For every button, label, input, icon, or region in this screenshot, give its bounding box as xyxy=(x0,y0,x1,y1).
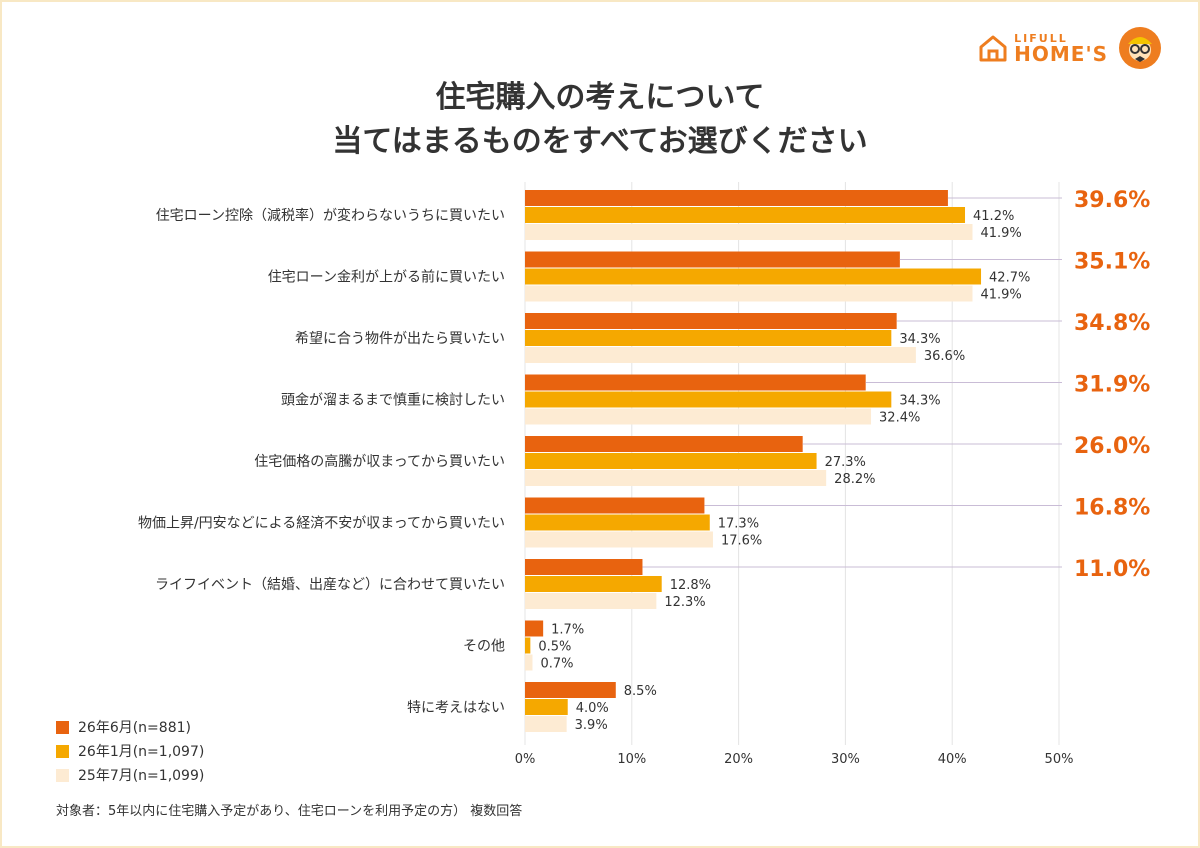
data-label: 27.3% xyxy=(825,455,866,470)
data-label: 3.9% xyxy=(575,718,608,733)
data-label: 36.6% xyxy=(924,349,965,364)
house-icon xyxy=(979,35,1007,62)
legend-label-jan26: 26年1月(n=1,097) xyxy=(78,744,205,760)
data-label: 17.3% xyxy=(718,517,759,532)
category-label: 物価上昇/円安などによる経済不安が収まってから買いたい xyxy=(138,516,505,532)
bar xyxy=(525,470,827,486)
highlight-value-label: 35.1% xyxy=(1074,250,1150,275)
legend-swatch-jul25 xyxy=(56,768,69,782)
legend-item-jun26: 26年6月(n=881) xyxy=(56,715,204,739)
logo-text-top: LIFULL xyxy=(1014,31,1068,45)
highlight-value-label: 31.9% xyxy=(1074,373,1150,398)
data-label: 1.7% xyxy=(551,623,584,638)
bar xyxy=(525,576,662,592)
chart-title-line-1: 住宅購入の考えについて xyxy=(435,80,765,115)
bar xyxy=(525,190,948,206)
x-tick-label: 50% xyxy=(1045,752,1074,767)
bar xyxy=(525,637,531,654)
bar xyxy=(525,436,803,452)
data-label: 34.3% xyxy=(899,332,940,347)
bar xyxy=(525,699,568,715)
bar xyxy=(525,224,973,240)
legend-label-jun26: 26年6月(n=881) xyxy=(78,720,191,736)
data-label: 34.3% xyxy=(899,394,940,409)
lifull-homes-logo: LIFULL HOME'S xyxy=(978,26,1162,70)
bar xyxy=(525,268,982,285)
highlight-value-label: 16.8% xyxy=(1074,496,1150,521)
category-label: 住宅価格の高騰が収まってから買いたい xyxy=(254,453,505,470)
data-label: 42.7% xyxy=(989,271,1030,286)
bar xyxy=(525,593,657,609)
category-label: 希望に合う物件が出たら買いたい xyxy=(295,331,505,347)
bar xyxy=(525,330,892,346)
data-label: 32.4% xyxy=(879,411,920,426)
highlight-value-label: 39.6% xyxy=(1074,188,1150,213)
x-tick-label: 20% xyxy=(724,752,753,767)
highlight-value-label: 34.8% xyxy=(1074,311,1150,336)
data-label: 0.7% xyxy=(540,657,573,672)
bar xyxy=(525,453,817,469)
data-label: 4.0% xyxy=(576,701,609,716)
bar xyxy=(525,531,713,548)
mascot-icon xyxy=(1119,27,1161,69)
bar xyxy=(525,620,544,637)
data-label: 41.9% xyxy=(980,288,1021,303)
legend-swatch-jun26 xyxy=(56,720,69,734)
legend-swatch-jan26 xyxy=(56,744,69,758)
bar xyxy=(525,497,705,514)
bar xyxy=(525,682,616,698)
legend-label-jul25: 25年7月(n=1,099) xyxy=(78,768,205,784)
chart-title: 住宅購入の考えについて 当てはまるものをすべてお選びください xyxy=(0,76,1200,164)
data-label: 8.5% xyxy=(624,684,657,699)
chart-title-line-2: 当てはまるものをすべてお選びください xyxy=(332,124,868,159)
highlight-value-label: 26.0% xyxy=(1074,434,1150,459)
x-tick-label: 30% xyxy=(831,752,860,767)
category-label: 住宅ローン金利が上がる前に買いたい xyxy=(268,269,505,286)
category-label: その他 xyxy=(463,639,505,655)
category-label: ライフイベント（結婚、出産など）に合わせて買いたい xyxy=(155,577,505,593)
legend-item-jan26: 26年1月(n=1,097) xyxy=(56,739,204,763)
data-label: 41.2% xyxy=(973,209,1014,224)
bar xyxy=(525,514,710,531)
bar xyxy=(525,559,643,575)
x-tick-label: 0% xyxy=(515,752,536,767)
legend: 26年6月(n=881) 26年1月(n=1,097) 25年7月(n=1,09… xyxy=(56,715,204,787)
highlight-value-label: 11.0% xyxy=(1074,557,1150,582)
category-label: 特に考えはない xyxy=(407,700,505,716)
bar xyxy=(525,716,567,732)
x-tick-label: 40% xyxy=(938,752,967,767)
data-label: 12.8% xyxy=(670,578,711,593)
data-label: 28.2% xyxy=(834,472,875,487)
data-label: 12.3% xyxy=(664,595,705,610)
bar xyxy=(525,251,900,268)
bar xyxy=(525,313,897,329)
footnote: 対象者：5年以内に住宅購入予定があり、住宅ローンを利用予定の方） 複数回答 xyxy=(56,804,523,819)
legend-item-jul25: 25年7月(n=1,099) xyxy=(56,763,204,787)
bar xyxy=(525,408,872,425)
bar xyxy=(525,391,892,408)
bar xyxy=(525,374,866,391)
bar xyxy=(525,654,533,671)
bar xyxy=(525,347,916,363)
bar xyxy=(525,285,973,302)
x-tick-label: 10% xyxy=(617,752,646,767)
category-label: 住宅ローン控除（減税率）が変わらないうちに買いたい xyxy=(156,207,505,224)
data-label: 0.5% xyxy=(538,640,571,655)
logo-text-bottom: HOME'S xyxy=(1014,41,1108,66)
category-label: 頭金が溜まるまで慎重に検討したい xyxy=(281,393,505,409)
data-label: 17.6% xyxy=(721,534,762,549)
bar xyxy=(525,207,966,223)
data-label: 41.9% xyxy=(980,226,1021,241)
